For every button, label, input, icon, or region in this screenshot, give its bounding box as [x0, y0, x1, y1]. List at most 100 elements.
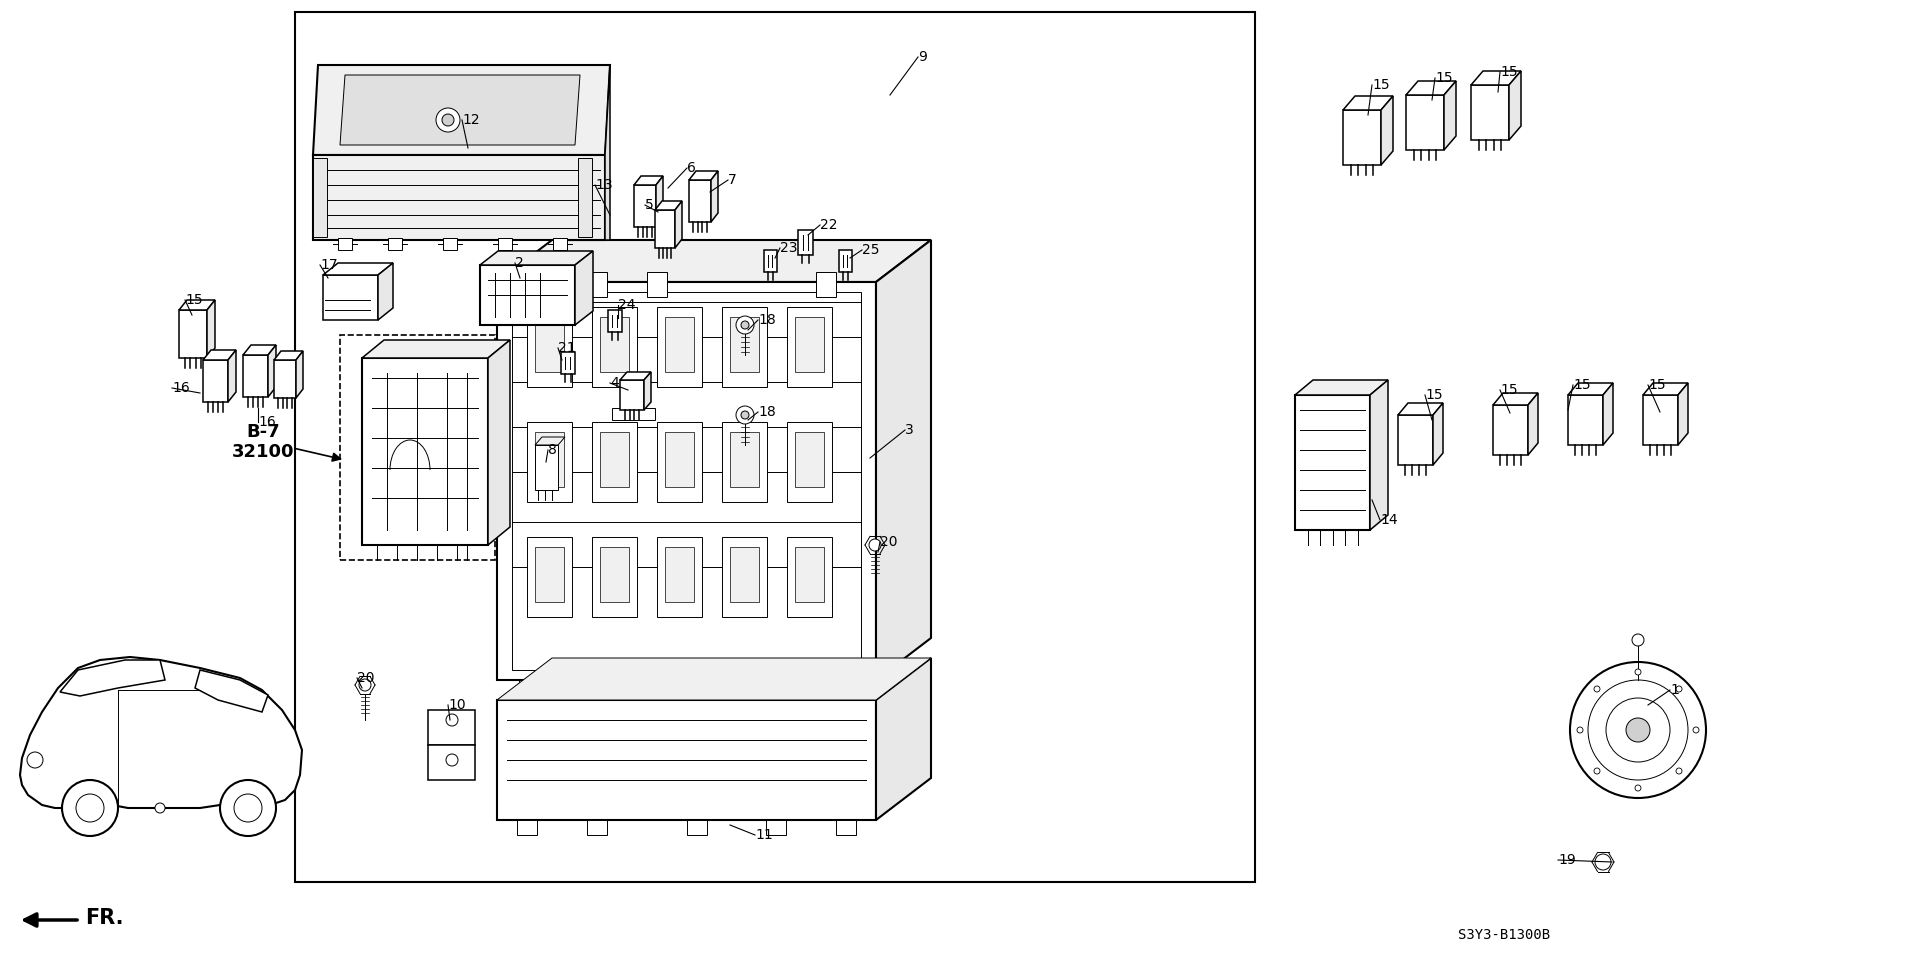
- Polygon shape: [876, 658, 931, 820]
- Polygon shape: [722, 422, 766, 502]
- Circle shape: [234, 794, 261, 822]
- Polygon shape: [588, 272, 607, 297]
- Circle shape: [1605, 698, 1670, 762]
- Polygon shape: [1432, 403, 1444, 465]
- Circle shape: [359, 679, 371, 691]
- Polygon shape: [323, 263, 394, 275]
- Polygon shape: [1380, 96, 1394, 165]
- Text: 15: 15: [1572, 378, 1590, 392]
- Text: 25: 25: [862, 243, 879, 257]
- Polygon shape: [488, 340, 511, 545]
- Text: 15: 15: [1434, 71, 1453, 85]
- Text: 12: 12: [463, 113, 480, 127]
- Polygon shape: [591, 537, 637, 617]
- Text: 6: 6: [687, 161, 695, 175]
- Polygon shape: [799, 230, 812, 255]
- Polygon shape: [244, 355, 269, 397]
- Polygon shape: [536, 445, 559, 490]
- Polygon shape: [536, 317, 564, 372]
- Polygon shape: [657, 176, 662, 227]
- Polygon shape: [428, 710, 474, 745]
- Text: FR.: FR.: [84, 908, 123, 928]
- Polygon shape: [1294, 380, 1388, 395]
- Circle shape: [741, 411, 749, 419]
- Polygon shape: [204, 350, 236, 360]
- Polygon shape: [561, 352, 574, 374]
- Polygon shape: [1678, 383, 1688, 445]
- Text: 18: 18: [758, 405, 776, 419]
- Text: 7: 7: [728, 173, 737, 187]
- Circle shape: [221, 780, 276, 836]
- Polygon shape: [620, 372, 651, 380]
- Polygon shape: [1569, 395, 1603, 445]
- Polygon shape: [689, 180, 710, 222]
- Text: 15: 15: [1373, 78, 1390, 92]
- Polygon shape: [664, 317, 693, 372]
- Text: 16: 16: [257, 415, 276, 429]
- Polygon shape: [749, 680, 764, 698]
- Circle shape: [436, 108, 461, 132]
- Text: 13: 13: [595, 178, 612, 192]
- Polygon shape: [296, 351, 303, 398]
- Polygon shape: [228, 350, 236, 402]
- Polygon shape: [526, 422, 572, 502]
- Text: 18: 18: [758, 313, 776, 327]
- Text: 15: 15: [184, 293, 204, 307]
- Polygon shape: [275, 351, 303, 360]
- Polygon shape: [196, 670, 269, 712]
- Polygon shape: [428, 745, 474, 780]
- Circle shape: [741, 321, 749, 329]
- Polygon shape: [313, 158, 326, 237]
- Circle shape: [1632, 634, 1644, 646]
- Circle shape: [1576, 727, 1582, 733]
- Polygon shape: [764, 250, 778, 272]
- Polygon shape: [835, 820, 856, 835]
- Polygon shape: [1644, 383, 1688, 395]
- Circle shape: [445, 754, 459, 766]
- Polygon shape: [244, 345, 276, 355]
- Text: S3Y3-B1300B: S3Y3-B1300B: [1457, 928, 1549, 942]
- Polygon shape: [1509, 71, 1521, 140]
- Polygon shape: [497, 700, 876, 820]
- Polygon shape: [766, 820, 785, 835]
- Text: 19: 19: [1557, 853, 1576, 867]
- Polygon shape: [1603, 383, 1613, 445]
- Polygon shape: [1342, 96, 1394, 110]
- Circle shape: [27, 752, 42, 768]
- Polygon shape: [591, 422, 637, 502]
- Polygon shape: [710, 171, 718, 222]
- Polygon shape: [388, 238, 401, 250]
- Polygon shape: [722, 307, 766, 387]
- Circle shape: [1636, 669, 1642, 675]
- Polygon shape: [313, 155, 605, 240]
- Polygon shape: [1471, 71, 1521, 85]
- Polygon shape: [612, 408, 655, 420]
- Circle shape: [735, 406, 755, 424]
- Polygon shape: [60, 660, 165, 696]
- Polygon shape: [676, 201, 682, 248]
- Polygon shape: [1371, 380, 1388, 530]
- Polygon shape: [1398, 403, 1444, 415]
- Polygon shape: [588, 820, 607, 835]
- Polygon shape: [516, 820, 538, 835]
- Text: 24: 24: [618, 298, 636, 312]
- Polygon shape: [730, 432, 758, 487]
- Polygon shape: [518, 680, 536, 698]
- Text: 15: 15: [1500, 65, 1517, 79]
- Polygon shape: [338, 238, 351, 250]
- Polygon shape: [536, 432, 564, 487]
- Circle shape: [1693, 727, 1699, 733]
- Polygon shape: [323, 275, 378, 320]
- Polygon shape: [526, 272, 547, 297]
- Polygon shape: [599, 432, 630, 487]
- Polygon shape: [179, 300, 215, 310]
- Text: 15: 15: [1500, 383, 1517, 397]
- Polygon shape: [634, 176, 662, 185]
- Polygon shape: [1471, 85, 1509, 140]
- Text: 9: 9: [918, 50, 927, 64]
- Polygon shape: [19, 657, 301, 808]
- Polygon shape: [378, 263, 394, 320]
- Polygon shape: [609, 680, 626, 698]
- Circle shape: [156, 803, 165, 813]
- Text: 17: 17: [321, 258, 338, 272]
